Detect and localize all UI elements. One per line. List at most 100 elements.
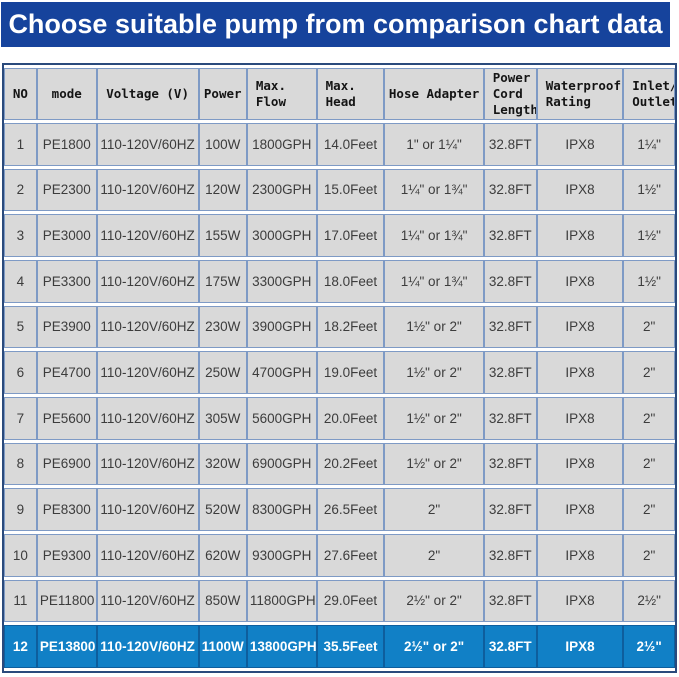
cell-power-cord-length: 32.8FT — [483, 579, 537, 623]
cell-voltage: 110-120V/60HZ — [96, 396, 199, 440]
col-header-hose-adapter: Hose Adapter — [384, 68, 484, 120]
cell-waterproof-rating: IPX8 — [536, 442, 624, 486]
cell-max-head: 29.0Feet — [316, 579, 385, 623]
page-title-banner: Choose suitable pump from comparison cha… — [1, 2, 670, 47]
cell-no: 7 — [4, 396, 37, 440]
col-header-power: Power — [198, 68, 247, 120]
cell-mode: PE8300 — [36, 488, 97, 531]
table-row: 6 PE4700 110-120V/60HZ 250W 4700GPH 19.0Feet 1… — [4, 351, 675, 394]
cell-power: 250W — [198, 351, 247, 394]
cell-power: 620W — [198, 533, 247, 577]
cell-power-cord-length: 32.8FT — [483, 442, 537, 486]
cell-max-flow: 8300GPH — [246, 488, 317, 531]
cell-hose-adapter: 1" or 1¼" — [384, 123, 484, 166]
cell-max-flow: 6900GPH — [246, 442, 317, 486]
cell-no: 9 — [4, 488, 37, 531]
cell-max-flow: 1800GPH — [246, 123, 317, 166]
cell-max-head: 20.2Feet — [316, 442, 385, 486]
cell-max-head: 18.2Feet — [316, 305, 385, 349]
col-header-max-flow: Max. Flow — [246, 68, 317, 120]
cell-max-flow: 9300GPH — [246, 533, 317, 577]
cell-waterproof-rating: IPX8 — [536, 168, 624, 212]
cell-inlet-outlet: 1½" — [623, 214, 675, 257]
cell-inlet-outlet: 2" — [623, 305, 675, 349]
cell-max-flow: 11800GPH — [246, 579, 317, 623]
cell-no: 5 — [4, 305, 37, 349]
cell-hose-adapter: 1½" or 2" — [384, 305, 484, 349]
cell-no: 12 — [4, 625, 37, 668]
col-header-no: NO — [4, 68, 37, 120]
cell-power: 320W — [198, 442, 247, 486]
cell-max-head: 15.0Feet — [316, 168, 385, 212]
cell-no: 6 — [4, 351, 37, 394]
cell-power-cord-length: 32.8FT — [483, 533, 537, 577]
table-row: 7 PE5600 110-120V/60HZ 305W 5600GPH 20.0Feet 1… — [4, 396, 675, 440]
cell-max-head: 27.6Feet — [316, 533, 385, 577]
cell-inlet-outlet: 2" — [623, 351, 675, 394]
cell-power: 100W — [198, 123, 247, 166]
cell-power-cord-length: 32.8FT — [483, 123, 537, 166]
cell-power-cord-length: 32.8FT — [483, 396, 537, 440]
col-header-mode: mode — [36, 68, 97, 120]
comparison-table-frame: NO mode Voltage (V) Power Max. Flow Max.… — [2, 63, 677, 673]
col-header-power-cord-length: Power Cord Length — [483, 68, 537, 120]
cell-power-cord-length: 32.8FT — [483, 259, 537, 303]
cell-max-flow: 3900GPH — [246, 305, 317, 349]
table-body: 1 PE1800 110-120V/60HZ 100W 1800GPH 14.0Feet 1… — [4, 123, 675, 668]
cell-max-head: 35.5Feet — [316, 625, 385, 668]
cell-inlet-outlet: 2" — [623, 533, 675, 577]
cell-inlet-outlet: 2" — [623, 488, 675, 531]
cell-voltage: 110-120V/60HZ — [96, 488, 199, 531]
table-row: 3 PE3000 110-120V/60HZ 155W 3000GPH 17.0Feet 1… — [4, 214, 675, 257]
cell-hose-adapter: 2½" or 2" — [384, 625, 484, 668]
cell-power: 305W — [198, 396, 247, 440]
cell-hose-adapter: 1½" or 2" — [384, 396, 484, 440]
cell-power: 230W — [198, 305, 247, 349]
cell-waterproof-rating: IPX8 — [536, 488, 624, 531]
table-row: 12 PE13800 110-120V/60HZ 1100W 13800GPH 35.5F… — [4, 625, 675, 668]
cell-inlet-outlet: 2" — [623, 442, 675, 486]
cell-mode: PE2300 — [36, 168, 97, 212]
col-header-voltage: Voltage (V) — [96, 68, 199, 120]
cell-no: 2 — [4, 168, 37, 212]
cell-no: 10 — [4, 533, 37, 577]
cell-no: 8 — [4, 442, 37, 486]
cell-mode: PE1800 — [36, 123, 97, 166]
cell-voltage: 110-120V/60HZ — [96, 305, 199, 349]
cell-mode: PE5600 — [36, 396, 97, 440]
cell-voltage: 110-120V/60HZ — [96, 351, 199, 394]
cell-waterproof-rating: IPX8 — [536, 214, 624, 257]
cell-voltage: 110-120V/60HZ — [96, 533, 199, 577]
cell-mode: PE3900 — [36, 305, 97, 349]
cell-power: 155W — [198, 214, 247, 257]
cell-inlet-outlet: 1½" — [623, 168, 675, 212]
table-row: 5 PE3900 110-120V/60HZ 230W 3900GPH 18.2Feet 1… — [4, 305, 675, 349]
cell-mode: PE13800 — [36, 625, 97, 668]
cell-max-head: 17.0Feet — [316, 214, 385, 257]
table-row: 9 PE8300 110-120V/60HZ 520W 8300GPH 26.5Feet 2… — [4, 488, 675, 531]
cell-power-cord-length: 32.8FT — [483, 168, 537, 212]
cell-max-head: 14.0Feet — [316, 123, 385, 166]
cell-max-flow: 3000GPH — [246, 214, 317, 257]
cell-hose-adapter: 2" — [384, 533, 484, 577]
cell-power-cord-length: 32.8FT — [483, 214, 537, 257]
cell-no: 3 — [4, 214, 37, 257]
table-row: 8 PE6900 110-120V/60HZ 320W 6900GPH 20.2Feet 1… — [4, 442, 675, 486]
cell-waterproof-rating: IPX8 — [536, 396, 624, 440]
cell-no: 4 — [4, 259, 37, 303]
cell-power: 1100W — [198, 625, 247, 668]
cell-hose-adapter: 2" — [384, 488, 484, 531]
cell-hose-adapter: 2½" or 2" — [384, 579, 484, 623]
cell-power: 120W — [198, 168, 247, 212]
table-row: 2 PE2300 110-120V/60HZ 120W 2300GPH 15.0Feet 1… — [4, 168, 675, 212]
cell-voltage: 110-120V/60HZ — [96, 625, 199, 668]
cell-hose-adapter: 1¼" or 1¾" — [384, 214, 484, 257]
col-header-waterproof-rating: Waterproof Rating — [536, 68, 624, 120]
cell-mode: PE3300 — [36, 259, 97, 303]
cell-power-cord-length: 32.8FT — [483, 625, 537, 668]
cell-mode: PE3000 — [36, 214, 97, 257]
cell-inlet-outlet: 2½" — [623, 579, 675, 623]
cell-waterproof-rating: IPX8 — [536, 351, 624, 394]
cell-hose-adapter: 1¼" or 1¾" — [384, 259, 484, 303]
cell-inlet-outlet: 2" — [623, 396, 675, 440]
